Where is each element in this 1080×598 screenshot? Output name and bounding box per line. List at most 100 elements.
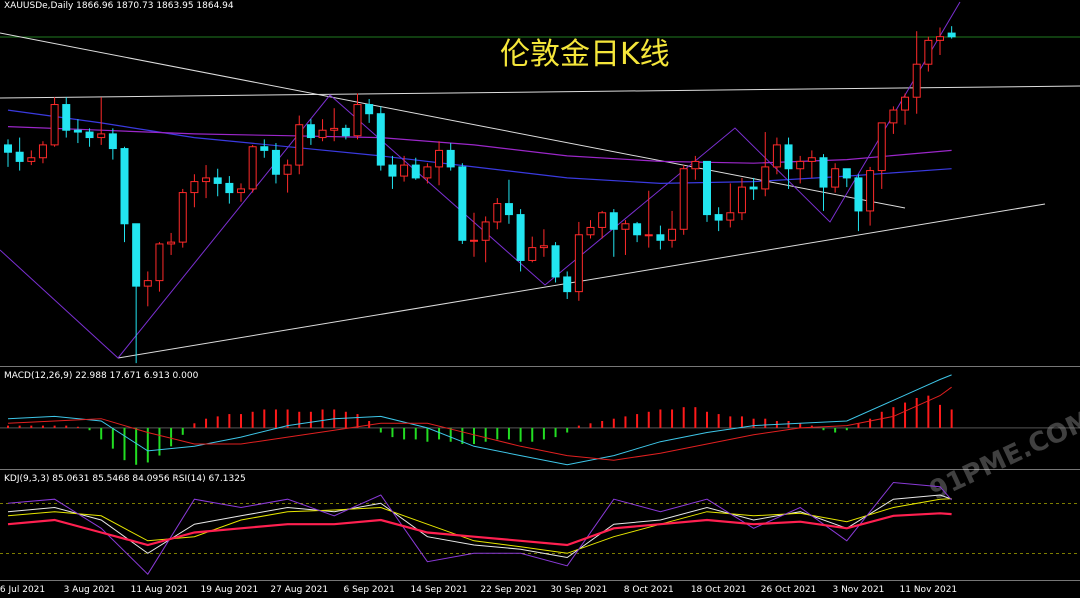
candle-body [621, 223, 630, 230]
candle-body [73, 129, 82, 133]
candle-body [679, 168, 688, 230]
trend-line [0, 85, 1080, 99]
candle-body [330, 127, 339, 131]
candle-body [901, 96, 910, 111]
candle-body [38, 144, 47, 159]
candle-body [470, 239, 478, 242]
candle-body [831, 168, 840, 188]
candle-body [202, 177, 211, 183]
candle-body [155, 243, 164, 282]
indicator-line [7, 386, 952, 461]
candle-body [644, 234, 653, 237]
trend-line [0, 32, 906, 209]
candle-body [772, 144, 781, 168]
candle-body [15, 151, 24, 162]
candle-body [807, 157, 816, 162]
candle-body [388, 164, 397, 177]
candle-body [295, 124, 304, 166]
candle-body [737, 186, 746, 214]
candle-body [248, 146, 257, 190]
candle-body [574, 234, 583, 293]
x-tick-label: 3 Aug 2021 [64, 585, 116, 595]
x-tick-label: 22 Sep 2021 [480, 585, 537, 595]
candle-body [726, 212, 735, 221]
candle-body [842, 168, 851, 179]
candle-body [703, 160, 711, 216]
candle-body [912, 63, 921, 98]
candle-body [854, 177, 863, 212]
candle-body [213, 177, 222, 184]
candle-body [353, 104, 362, 137]
candle-body [947, 32, 956, 38]
candle-body [563, 276, 572, 293]
kdj-label: KDJ(9,3,3) 85.0631 85.5468 84.0956 RSI(1… [4, 474, 246, 484]
x-tick-label: 27 Aug 2021 [270, 585, 328, 595]
candle-body [108, 133, 117, 150]
x-tick-label: 19 Aug 2021 [201, 585, 259, 595]
candle-body [97, 133, 106, 139]
x-tick-label: 8 Oct 2021 [624, 585, 674, 595]
candle-body [819, 157, 828, 188]
x-tick-label: 30 Sep 2021 [550, 585, 607, 595]
candle-body [761, 166, 770, 190]
candle-body [341, 127, 350, 137]
candle-body [481, 221, 490, 241]
candle-body [411, 164, 420, 179]
candle-body [889, 109, 898, 124]
chart-title: 伦敦金日K线 [500, 37, 670, 72]
candle-body [120, 148, 129, 225]
candle-body [27, 157, 36, 162]
candle-body [493, 203, 502, 223]
candle-body [143, 280, 152, 287]
header: XAUUSDe,Daily 1866.96 1870.73 1863.95 18… [4, 1, 234, 11]
candle-body [237, 188, 245, 194]
x-tick-label: 18 Oct 2021 [691, 585, 747, 595]
candle-body [178, 192, 187, 243]
candle-body [62, 104, 71, 131]
macd-label: MACD(12,26,9) 22.988 17.671 6.913 0.000 [4, 371, 199, 381]
candle-body [528, 247, 537, 261]
candle-body [516, 214, 525, 261]
x-tick-label: 3 Nov 2021 [832, 585, 884, 595]
x-tick-label: 11 Aug 2021 [131, 585, 189, 595]
candle-body [784, 144, 793, 170]
candle-body [668, 228, 677, 241]
candle-body [936, 36, 944, 41]
candle-body [400, 164, 409, 177]
candle-body [271, 149, 280, 175]
x-tick-label: 6 Sep 2021 [343, 585, 394, 595]
candle-body [877, 122, 886, 172]
indicator-line [7, 512, 952, 547]
candle-body [423, 166, 432, 179]
candle-body [551, 245, 560, 278]
candle-body [318, 129, 327, 139]
candle-body [609, 212, 618, 230]
candle-body [714, 214, 723, 221]
candle-body [796, 160, 805, 170]
candle-body [598, 212, 607, 228]
candle-body [85, 131, 94, 139]
indicator-line [7, 374, 952, 466]
candle-body [866, 170, 875, 212]
candle-body [50, 104, 59, 146]
candle-body [504, 203, 513, 216]
candle-body [435, 149, 444, 168]
candle-body [749, 186, 758, 190]
candle-body [539, 245, 548, 249]
candle-body [260, 146, 269, 151]
candle-body [167, 241, 176, 245]
candle-body [306, 124, 315, 139]
candle-body [190, 181, 199, 194]
candle-body [691, 160, 700, 170]
candle-body [656, 234, 665, 241]
x-tick-label: 11 Nov 2021 [900, 585, 958, 595]
candle-body [458, 166, 467, 241]
candle-body [446, 149, 455, 168]
candle-body [132, 223, 141, 287]
candle-body [924, 39, 933, 65]
candle-body [633, 223, 642, 236]
zigzag [0, 1, 961, 359]
x-tick-label: 26 Jul 2021 [0, 585, 45, 595]
x-tick-label: 26 Oct 2021 [761, 585, 817, 595]
